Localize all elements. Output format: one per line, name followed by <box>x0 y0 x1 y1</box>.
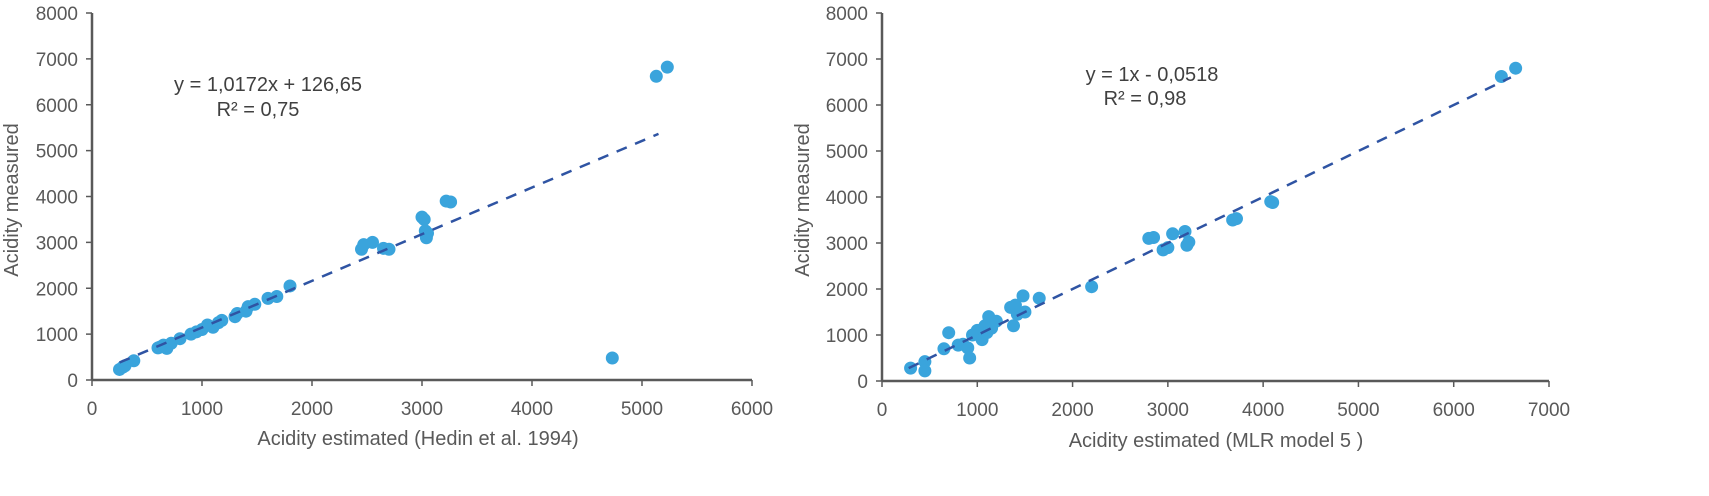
chart-2-plot <box>904 61 1523 378</box>
chart-2-point <box>942 326 956 340</box>
chart-2-point <box>1229 212 1243 226</box>
chart-2-xtick-label: 0 <box>877 400 888 421</box>
chart-2-xticks: 0 1000 2000 3000 4000 5000 6000 7000 <box>877 381 1570 421</box>
chart-1-ytick-label: 1000 <box>36 325 78 346</box>
chart-2-ytick-label: 6000 <box>826 96 868 117</box>
chart-2-point <box>1182 235 1196 249</box>
chart-2-x-axis-title: Acidity estimated (MLR model 5 ) <box>1069 430 1364 452</box>
chart-1-y-axis-title: Acidity measured <box>1 123 23 276</box>
chart-2-point <box>1166 227 1180 241</box>
chart-2-point <box>1266 196 1280 210</box>
chart-2-xtick-label: 7000 <box>1528 400 1570 421</box>
chart-2-xtick-label: 5000 <box>1337 400 1379 421</box>
chart-2-point <box>1006 319 1020 333</box>
chart-1-xtick-label: 4000 <box>511 399 553 420</box>
chart-2-point <box>937 342 951 356</box>
chart-2-yticks: 0 1000 2000 3000 4000 5000 6000 7000 8000 <box>826 4 882 393</box>
chart-1-xtick-label: 2000 <box>291 399 333 420</box>
chart-2-equation: y = 1x - 0,0518 <box>1086 64 1219 86</box>
chart-2-xtick-label: 2000 <box>1051 400 1093 421</box>
chart-1-yticks: 0 1000 2000 3000 4000 5000 6000 7000 8000 <box>36 4 92 392</box>
chart-mlr: 0 1000 2000 3000 4000 5000 6000 7000 8000 0 1000 2… <box>792 4 1570 452</box>
chart-1-point <box>649 69 663 83</box>
chart-1-point <box>417 212 431 226</box>
chart-1-r-squared: R² = 0,75 <box>217 99 300 121</box>
chart-1-point <box>444 195 458 209</box>
chart-1-ytick-label: 6000 <box>36 96 78 117</box>
chart-2-trendline <box>908 76 1512 370</box>
chart-2-ytick-label: 2000 <box>826 280 868 301</box>
chart-1-ytick-label: 3000 <box>36 233 78 254</box>
chart-2-xtick-label: 4000 <box>1242 400 1284 421</box>
chart-2-point <box>1016 289 1030 303</box>
chart-2-xtick-label: 1000 <box>956 400 998 421</box>
chart-2-xtick-label: 3000 <box>1147 400 1189 421</box>
chart-2-ytick-label: 3000 <box>826 234 868 255</box>
chart-1-point <box>660 60 674 74</box>
chart-2-r-squared: R² = 0,98 <box>1104 88 1187 110</box>
chart-2-point <box>1147 230 1161 244</box>
chart-2-ytick-label: 1000 <box>826 326 868 347</box>
chart-1-xticks: 0 1000 2000 3000 4000 5000 6000 <box>87 380 773 420</box>
chart-1-trendline <box>119 132 659 364</box>
chart-1-xtick-label: 0 <box>87 399 98 420</box>
chart-2-y-axis-title: Acidity measured <box>792 123 814 276</box>
chart-1-xtick-label: 1000 <box>181 399 223 420</box>
chart-1-point <box>605 351 619 365</box>
chart-2-point <box>989 314 1003 328</box>
chart-1-ytick-label: 5000 <box>36 142 78 163</box>
chart-2-ytick-label: 7000 <box>826 50 868 71</box>
chart-1-point <box>382 242 396 256</box>
chart-1-point <box>366 235 379 249</box>
chart-1-xtick-label: 5000 <box>621 399 663 420</box>
chart-2-point <box>1178 225 1192 238</box>
chart-1-x-axis-title: Acidity estimated (Hedin et al. 1994) <box>257 428 578 450</box>
chart-1-ytick-label: 2000 <box>36 279 78 300</box>
chart-1-xtick-label: 6000 <box>731 399 773 420</box>
chart-1-equation: y = 1,0172x + 126,65 <box>174 74 362 96</box>
chart-1-ytick-label: 4000 <box>36 188 78 209</box>
chart-1-point <box>127 354 141 368</box>
chart-1-ytick-label: 0 <box>67 371 78 392</box>
chart-2-point <box>963 351 977 365</box>
chart-2-ytick-label: 0 <box>857 372 868 393</box>
chart-2-ytick-label: 8000 <box>826 4 868 25</box>
chart-2-point <box>918 364 932 378</box>
chart-1-ytick-label: 8000 <box>36 4 78 25</box>
chart-2-ytick-label: 4000 <box>826 188 868 209</box>
chart-2-ytick-label: 5000 <box>826 142 868 163</box>
chart-2-point <box>961 341 975 355</box>
chart-1-xtick-label: 3000 <box>401 399 443 420</box>
chart-2-point <box>1509 61 1523 75</box>
chart-1-plot <box>113 60 674 376</box>
chart-1-point <box>421 226 434 240</box>
chart-2-point <box>1032 291 1046 305</box>
chart-2-point <box>1085 280 1099 294</box>
chart-hedin: 0 1000 2000 3000 4000 5000 6000 7000 8000 0 1000 2… <box>1 4 773 450</box>
chart-2-xtick-label: 6000 <box>1433 400 1475 421</box>
chart-1-ytick-label: 7000 <box>36 50 78 71</box>
